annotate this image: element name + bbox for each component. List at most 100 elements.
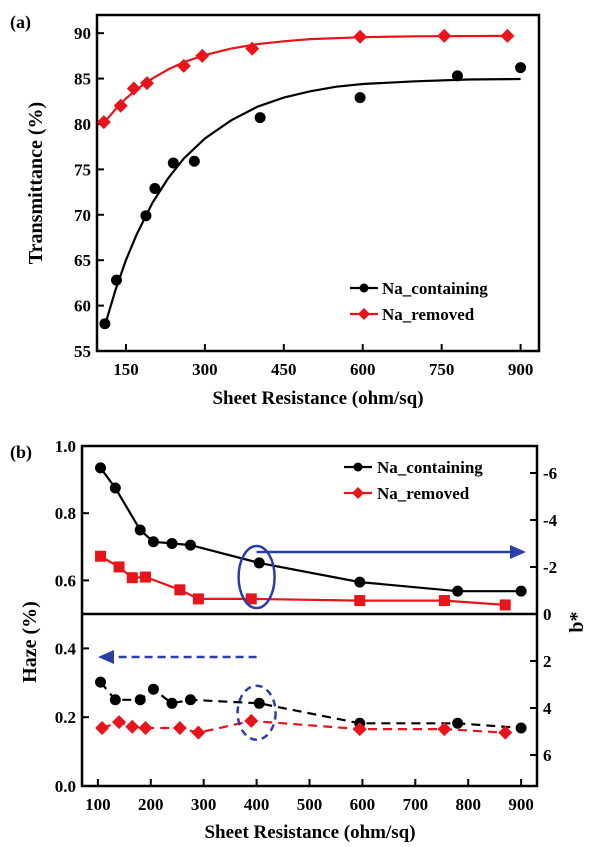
- panel-a-point-Na_removed: [500, 28, 515, 43]
- panel-b-point-Na_containing b*: [134, 694, 146, 706]
- panel-b-point-Na_containing b*: [166, 697, 178, 709]
- panel-b-point-Na_containing b*: [109, 694, 121, 706]
- panel-b-x-tick-label: 100: [85, 795, 111, 814]
- panel-b-legend-marker: [352, 487, 364, 499]
- panel-b-x-tick-label: 900: [508, 795, 534, 814]
- panel-b-point-Na_containing: [109, 482, 121, 494]
- panel-b-point-Na_containing b*: [147, 683, 159, 695]
- left-arrow-head: [98, 650, 114, 664]
- panel-a-point-Na_removed: [353, 29, 368, 44]
- panel-b-point-Na_removed: [174, 584, 186, 596]
- panel-b-point-Na_removed: [126, 572, 138, 584]
- panel-a-series: [96, 28, 527, 330]
- panel-b-lower-y-tick-label: 0.0: [55, 777, 76, 796]
- panel-b-point-Na_removed b*: [125, 719, 140, 734]
- panel-b-upper-y-tick-label: 0.8: [55, 504, 76, 523]
- panel-b-line-Na_containing: [99, 467, 522, 593]
- panel-a-point-Na_containing: [99, 318, 111, 330]
- panel-b-point-Na_containing: [95, 462, 107, 474]
- panel-a-point-Na_containing: [149, 182, 161, 194]
- panel-a-point-Na_removed: [437, 28, 452, 43]
- panel-b-right-y-tick-label: -6: [543, 464, 557, 483]
- panel-b-axes: 100 200 300 400 500 600 700 800 900 0.6 0.8 1.0 0.0 0…: [55, 437, 558, 814]
- panel-b-x-tick-label: 800: [455, 795, 481, 814]
- panel-b-upper-y-tick-label: 1.0: [55, 437, 76, 456]
- panel-b-point-Na_removed: [245, 593, 257, 605]
- upper-ellipse-annotation: [237, 544, 276, 610]
- panel-b-right-axis-label: b*: [566, 611, 588, 632]
- panel-b-point-Na_containing: [452, 585, 464, 597]
- panel-b-point-Na_removed: [438, 595, 450, 607]
- panel-b-legend-label: Na_containing: [377, 458, 483, 477]
- panel-a-y-tick-label: 70: [74, 206, 91, 225]
- panel-b-legend-marker: [353, 462, 363, 472]
- panel-b-right-y-tick-label: 4: [543, 699, 552, 718]
- panel-a-point-Na_removed: [176, 58, 191, 73]
- panel-b-point-Na_containing b*: [253, 697, 265, 709]
- panel-a-fit-line-Na_containing: [103, 77, 521, 326]
- panel-b-lower-y-tick-label: 0.4: [55, 639, 77, 658]
- panel-a-axes: 150 300 450 600 750 900 55 60 65 70 75 80 85 90: [74, 24, 533, 379]
- panel-b-line-Na_removed b*: [101, 719, 506, 734]
- panel-a-frame: [95, 13, 541, 353]
- panel-a-legend: Na_containing Na_removed: [350, 279, 488, 324]
- panel-b-x-tick-label: 600: [350, 795, 376, 814]
- panel-b-lower-y-tick-label: 0.2: [55, 708, 76, 727]
- panel-b-point-Na_removed b*: [352, 722, 367, 737]
- panel-b-point-Na_removed b*: [191, 725, 206, 740]
- panel-a-x-tick-label: 150: [113, 360, 139, 379]
- panel-b-legend: Na_containing Na_removed: [344, 458, 483, 503]
- panel-a-y-tick-label: 55: [74, 342, 91, 361]
- panel-b-x-tick-label: 400: [244, 795, 270, 814]
- panel-b-point-Na_containing b*: [515, 722, 527, 734]
- panel-a-point-Na_containing: [167, 157, 179, 169]
- panel-b-point-Na_containing: [147, 536, 159, 548]
- panel-b-point-Na_removed b*: [138, 720, 153, 735]
- panel-a-point-Na_removed: [126, 81, 141, 96]
- panel-a-y-tick-label: 65: [74, 251, 91, 270]
- panel-b-point-Na_removed b*: [437, 722, 452, 737]
- panel-b-point-Na_removed b*: [112, 715, 127, 730]
- panel-a-point-Na_containing: [110, 274, 122, 286]
- panel-a-point-Na_containing: [515, 62, 527, 74]
- panel-a-point-Na_containing: [451, 70, 463, 82]
- panel-b-point-Na_containing: [134, 524, 146, 536]
- panel-b-line-Na_removed: [99, 555, 506, 606]
- panel-b-right-y-tick-label: -2: [543, 558, 557, 577]
- panel-b-x-axis-label: Sheet Resistance (ohm/sq): [204, 822, 415, 843]
- panel-a-y-tick-label: 80: [74, 115, 91, 134]
- panel-b-annotations: [98, 544, 526, 741]
- panel-b-x-tick-label: 300: [191, 795, 217, 814]
- panel-a-legend-label: Na_containing: [382, 279, 488, 298]
- panel-b-line-Na_containing b*: [99, 681, 522, 730]
- panel-a-y-tick-label: 75: [74, 160, 91, 179]
- panel-a-x-tick-label: 900: [508, 360, 534, 379]
- panel-b-point-Na_containing: [354, 576, 366, 588]
- panel-a-point-Na_containing: [354, 92, 366, 104]
- panel-b-point-Na_containing: [184, 539, 196, 551]
- panel-b-point-Na_removed: [95, 550, 107, 562]
- panel-b-x-tick-label: 200: [138, 795, 164, 814]
- panel-b-point-Na_removed b*: [498, 725, 513, 740]
- panel-b-point-Na_removed: [499, 599, 511, 611]
- panel-a-point-Na_containing: [140, 210, 152, 222]
- panel-b-right-y-tick-label: 6: [543, 746, 552, 765]
- panel-b-point-Na_containing: [253, 557, 265, 569]
- lower-ellipse-annotation: [236, 684, 277, 741]
- panel-a-y-axis-label: Transmittance (%): [25, 102, 47, 264]
- panel-b-right-y-tick-label: 2: [543, 652, 552, 671]
- panel-b-point-Na_containing b*: [452, 717, 464, 729]
- panel-a-legend-marker: [358, 308, 370, 320]
- panel-b-legend-label: Na_removed: [377, 484, 470, 503]
- panel-b-point-Na_containing: [515, 585, 527, 597]
- panel-b-point-Na_removed b*: [172, 720, 187, 735]
- panel-a-x-axis-label: Sheet Resistance (ohm/sq): [212, 388, 423, 409]
- panel-a-point-Na_removed: [96, 115, 111, 130]
- panel-a-label: (a): [10, 12, 31, 33]
- panel-b-label: (b): [10, 442, 32, 463]
- panel-a-y-tick-label: 85: [74, 70, 91, 89]
- panel-b-upper-y-tick-label: 0.6: [55, 571, 76, 590]
- panel-b-point-Na_removed b*: [95, 720, 110, 735]
- panel-a-y-tick-label: 60: [74, 297, 91, 316]
